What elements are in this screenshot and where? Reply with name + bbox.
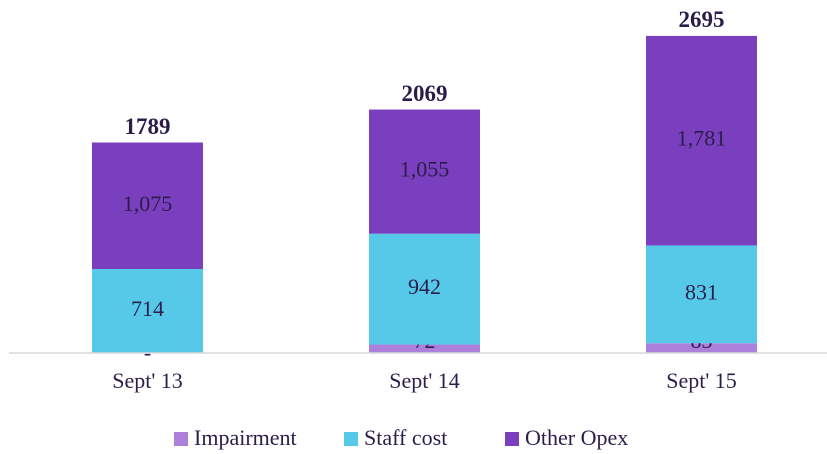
bar-segment — [369, 109, 480, 234]
bar-segment — [646, 245, 757, 344]
total-label: 1789 — [125, 114, 171, 139]
total-label: 2069 — [402, 81, 448, 106]
value-label: 942 — [408, 274, 441, 299]
x-tick-label: Sept' 15 — [666, 368, 737, 393]
legend-label: Other Opex — [525, 425, 628, 450]
bar-segment — [92, 268, 203, 353]
bar-segment — [646, 343, 757, 353]
x-tick-label: Sept' 13 — [112, 368, 183, 393]
value-label: 714 — [131, 296, 164, 321]
value-label: 831 — [685, 279, 718, 304]
total-label: 2695 — [679, 7, 725, 32]
x-tick-label: Sept' 14 — [389, 368, 460, 393]
value-label: 1,075 — [123, 191, 173, 216]
legend-swatch — [174, 432, 188, 446]
legend-swatch — [344, 432, 358, 446]
value-label: 1,781 — [677, 126, 727, 151]
bar-segment — [646, 35, 757, 246]
bar-segment — [369, 233, 480, 345]
bar-segment — [92, 142, 203, 269]
value-label: 1,055 — [400, 157, 450, 182]
legend-swatch — [505, 432, 519, 446]
legend-label: Staff cost — [364, 425, 447, 450]
legend-label: Impairment — [194, 425, 297, 450]
bar-segment — [369, 344, 480, 353]
